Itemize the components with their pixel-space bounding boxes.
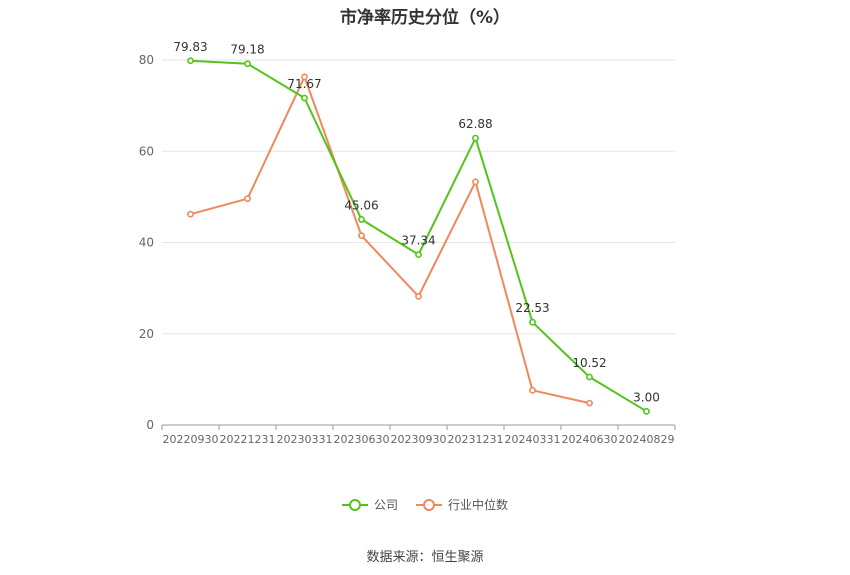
data-label: 22.53	[515, 301, 549, 315]
data-point-0[interactable]	[244, 60, 251, 68]
y-tick-label: 20	[139, 327, 154, 341]
data-label: 45.06	[344, 198, 378, 212]
data-point-1[interactable]	[301, 73, 308, 81]
legend-item-industry[interactable]: 行业中位数	[416, 496, 508, 513]
data-point-0[interactable]	[643, 407, 650, 415]
chart-title: 市净率历史分位（%）	[339, 8, 511, 28]
x-tick-label: 20240331	[505, 433, 561, 446]
data-point-0[interactable]	[529, 318, 536, 326]
y-tick-label: 0	[146, 418, 154, 432]
data-point-0[interactable]	[301, 94, 308, 102]
source-note: 数据来源：恒生聚源	[366, 550, 484, 565]
data-label: 62.88	[458, 117, 492, 131]
data-point-1[interactable]	[586, 399, 593, 407]
data-label: 37.34	[401, 234, 435, 248]
y-tick-label: 80	[139, 53, 154, 67]
legend-industry-label: 行业中位数	[448, 498, 509, 512]
data-point-0[interactable]	[415, 251, 422, 259]
legend-company-marker-icon	[341, 498, 368, 511]
data-point-0[interactable]	[358, 216, 365, 223]
data-label: 79.18	[230, 43, 264, 57]
data-point-0[interactable]	[472, 134, 479, 142]
legend-item-company[interactable]: 公司	[341, 496, 398, 513]
y-tick-label: 40	[139, 236, 154, 250]
data-label: 3.00	[633, 390, 660, 404]
x-tick-label: 20230930	[391, 433, 447, 446]
data-point-1[interactable]	[415, 292, 422, 300]
line-chart: 0 20 40 60 80 20220930 20221231 20230331 2023063…	[139, 40, 676, 446]
data-point-1[interactable]	[244, 195, 251, 203]
legend: 公司 行业中位数	[0, 496, 850, 513]
y-tick-label: 60	[139, 144, 154, 158]
data-point-0[interactable]	[187, 57, 194, 65]
data-point-1[interactable]	[529, 386, 536, 394]
data-point-1[interactable]	[472, 178, 479, 186]
x-tick-label: 20230331	[277, 433, 333, 446]
legend-industry-marker-icon	[416, 498, 442, 511]
data-point-0[interactable]	[586, 373, 593, 381]
legend-company-label: 公司	[373, 498, 398, 512]
series-line-1	[190, 75, 590, 405]
data-point-1[interactable]	[187, 210, 194, 218]
data-label: 71.67	[287, 77, 321, 91]
x-tick-label: 20240630	[562, 433, 618, 446]
data-label: 10.52	[572, 356, 606, 370]
x-tick-label: 20230630	[334, 433, 390, 446]
data-point-1[interactable]	[358, 232, 365, 240]
data-label: 79.83	[173, 40, 207, 54]
x-tick-label: 20240829	[619, 433, 675, 446]
x-tick-label: 20231231	[448, 433, 504, 446]
x-tick-label: 20221231	[220, 433, 276, 446]
x-tick-label: 20220930	[163, 433, 219, 446]
